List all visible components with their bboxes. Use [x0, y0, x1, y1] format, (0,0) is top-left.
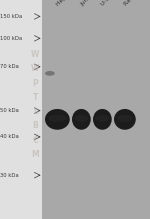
Text: P: P	[32, 79, 38, 88]
Text: B: B	[32, 121, 38, 131]
Ellipse shape	[114, 109, 136, 130]
Text: M: M	[31, 150, 39, 159]
Ellipse shape	[45, 109, 70, 130]
Ellipse shape	[95, 115, 109, 122]
Text: C: C	[32, 136, 38, 145]
Text: T: T	[33, 93, 38, 102]
Text: HepG2 cell line: HepG2 cell line	[55, 0, 91, 7]
Ellipse shape	[48, 115, 67, 122]
Text: W: W	[31, 64, 39, 74]
Text: 100 kDa: 100 kDa	[0, 36, 22, 41]
Ellipse shape	[72, 109, 91, 130]
Text: Jurkat cell line: Jurkat cell line	[79, 0, 112, 7]
Text: 150 kDa: 150 kDa	[0, 14, 22, 19]
Text: Raw 264.7 cell line: Raw 264.7 cell line	[123, 0, 150, 7]
Bar	[42, 0, 150, 219]
Ellipse shape	[45, 71, 55, 76]
Ellipse shape	[117, 115, 133, 122]
Ellipse shape	[93, 109, 112, 130]
Ellipse shape	[74, 115, 88, 122]
Text: L: L	[33, 107, 38, 116]
Text: 70 kDa: 70 kDa	[0, 64, 19, 69]
Text: 30 kDa: 30 kDa	[0, 173, 19, 178]
Text: 50 kDa: 50 kDa	[0, 108, 19, 113]
Text: W: W	[31, 50, 39, 59]
Text: 40 kDa: 40 kDa	[0, 134, 19, 139]
Text: U-937 cell line: U-937 cell line	[100, 0, 134, 7]
